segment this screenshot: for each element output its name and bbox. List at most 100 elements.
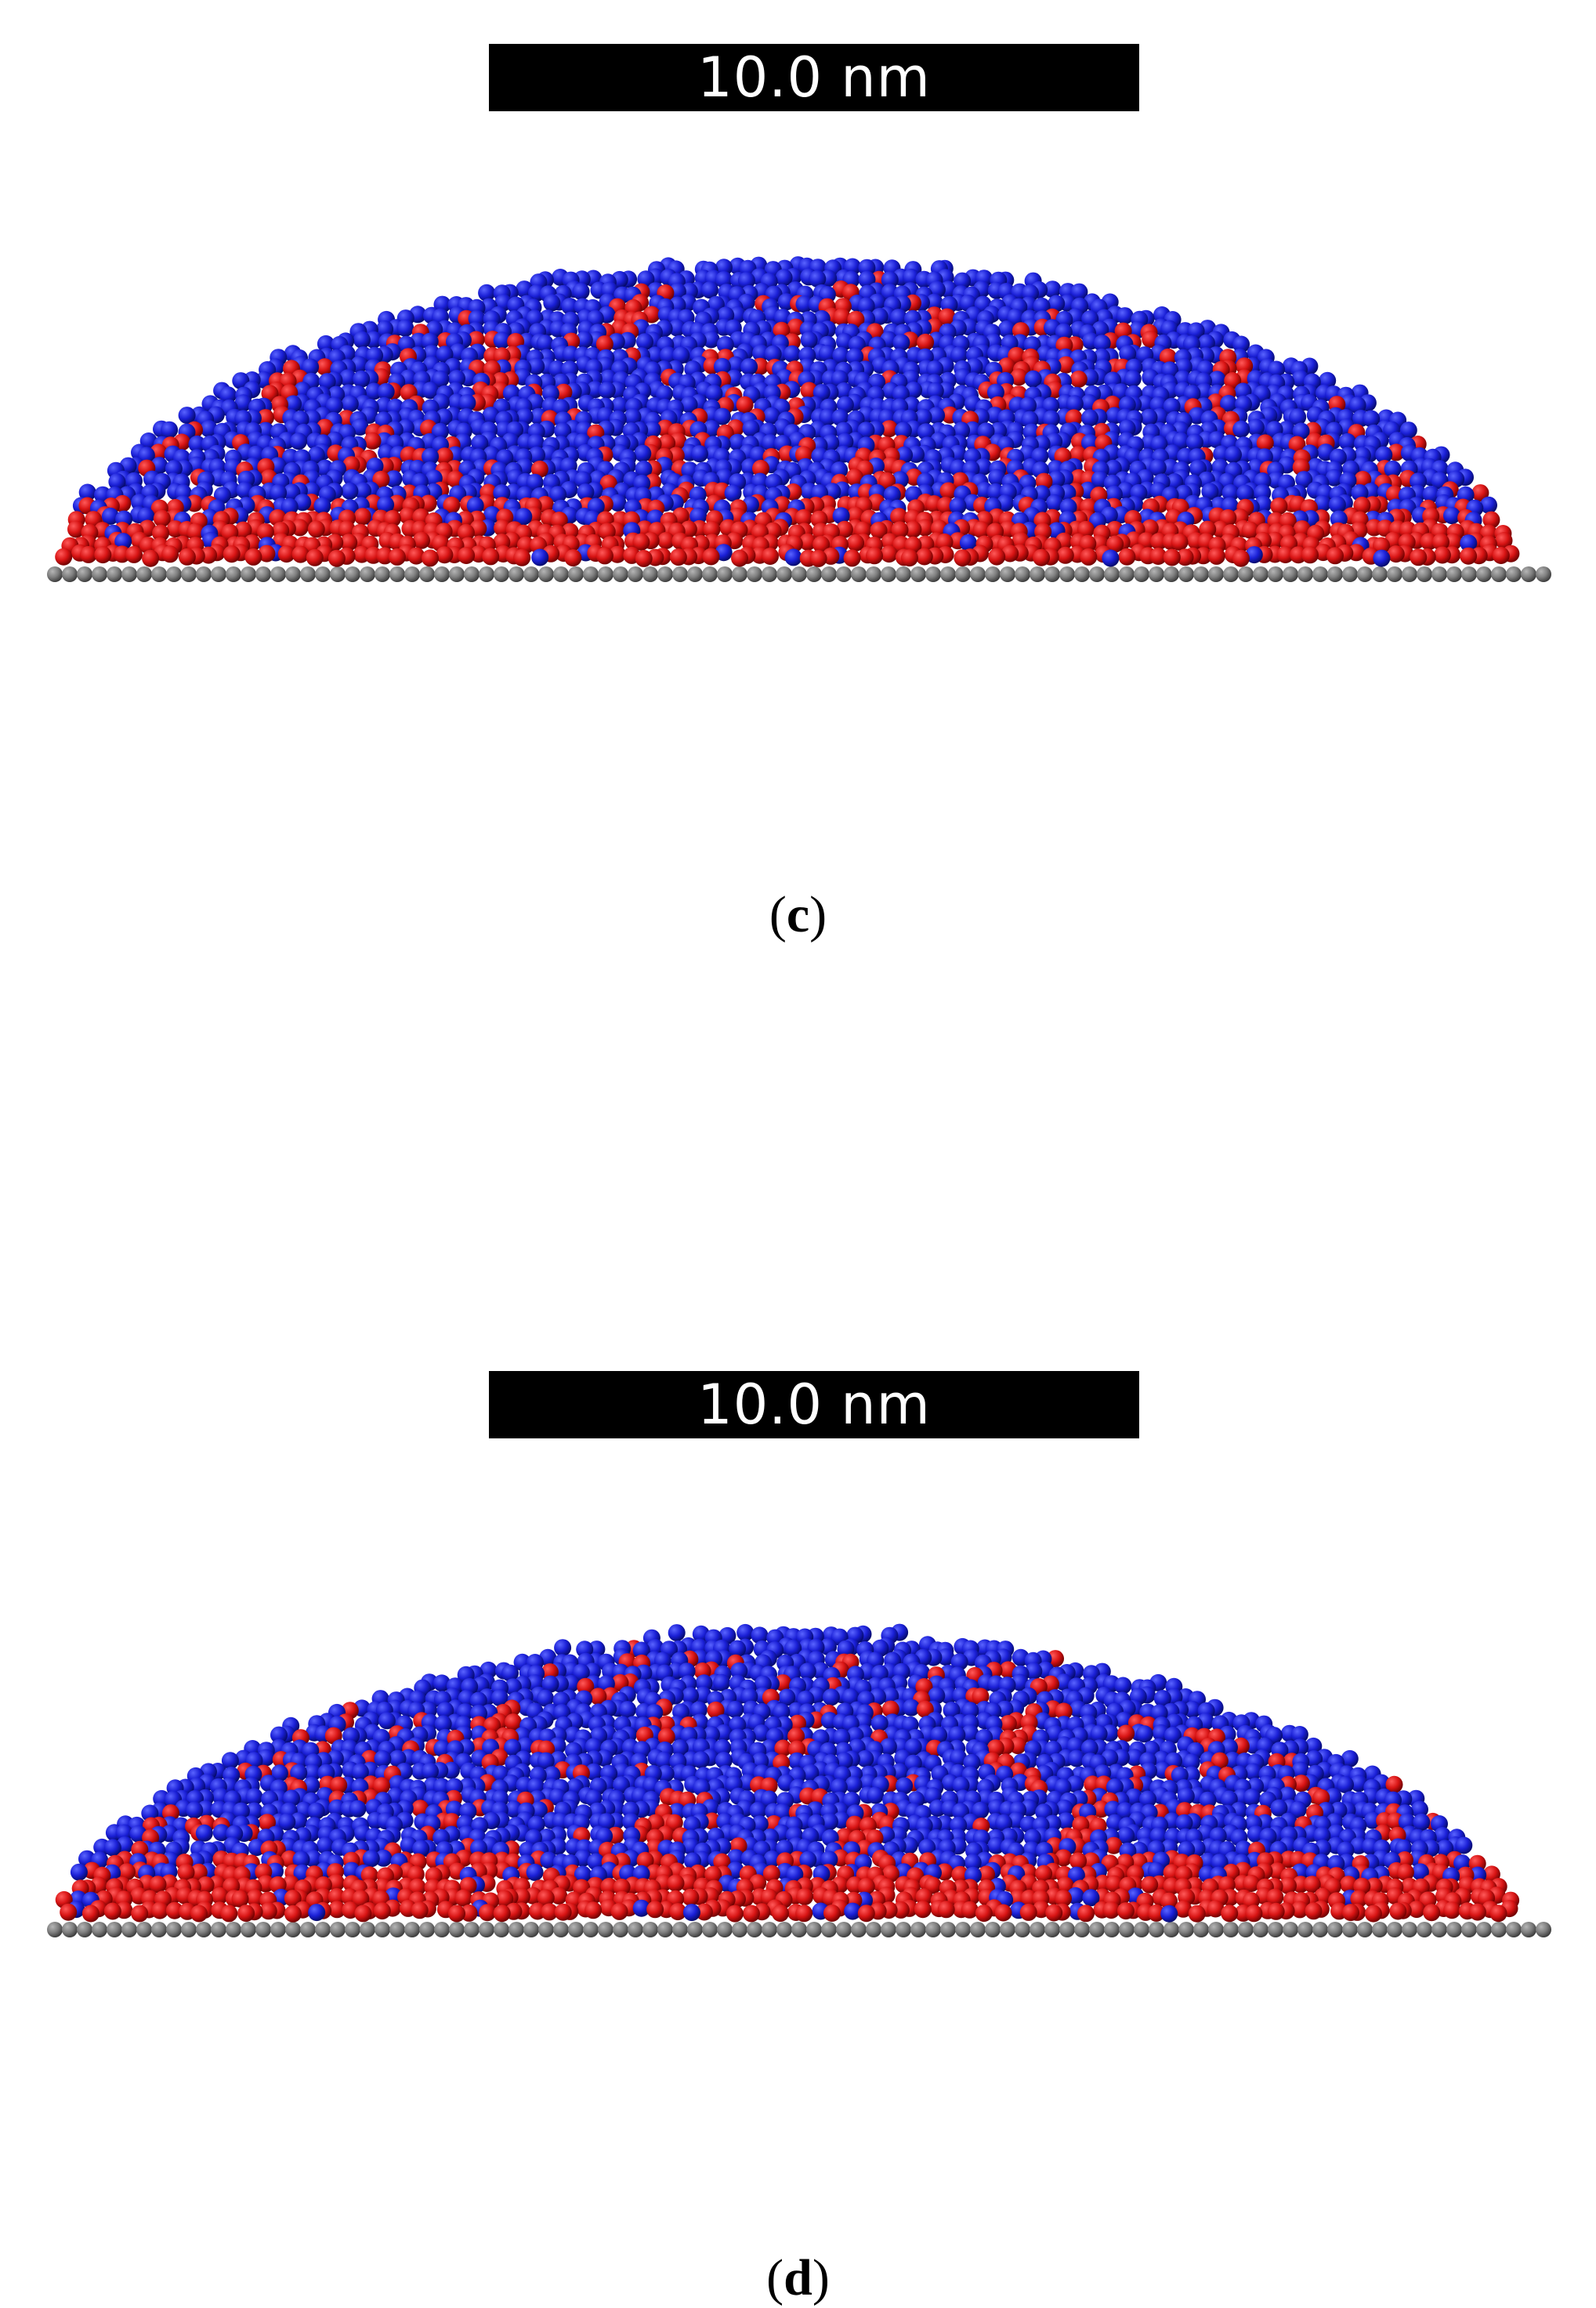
red-particle-icon xyxy=(787,1727,805,1745)
red-particle-icon xyxy=(937,1901,955,1919)
blue-particle-icon xyxy=(690,1701,708,1719)
substrate-atom-icon xyxy=(642,1922,658,1937)
red-particle-icon xyxy=(411,1800,429,1818)
blue-particle-icon xyxy=(613,1776,630,1794)
red-particle-icon xyxy=(600,1877,618,1895)
red-particle-icon xyxy=(1353,497,1371,514)
blue-particle-icon xyxy=(870,1714,888,1732)
substrate-atom-icon xyxy=(1208,566,1224,582)
substrate-atom-icon xyxy=(1268,1922,1283,1937)
substrate-atom-icon xyxy=(970,566,986,582)
blue-particle-icon xyxy=(904,1738,922,1756)
blue-particle-icon xyxy=(536,335,554,353)
substrate-atom-icon xyxy=(1268,566,1283,582)
substrate-atom-icon xyxy=(121,1922,137,1937)
blue-particle-icon xyxy=(883,486,901,504)
substrate-atom-icon xyxy=(330,566,346,582)
substrate-atom-icon xyxy=(776,566,792,582)
blue-particle-icon xyxy=(845,1775,863,1793)
blue-particle-icon xyxy=(1270,1799,1288,1817)
red-particle-icon xyxy=(1211,1752,1229,1770)
blue-particle-icon xyxy=(541,1675,559,1693)
red-particle-icon xyxy=(1389,1902,1407,1920)
substrate-atom-icon xyxy=(970,1922,986,1937)
substrate-atom-icon xyxy=(1342,566,1358,582)
red-particle-icon xyxy=(598,523,616,541)
blue-particle-icon xyxy=(292,1850,310,1868)
substrate-atom-icon xyxy=(479,1922,494,1937)
substrate-atom-icon xyxy=(1193,566,1209,582)
red-particle-icon xyxy=(307,520,325,538)
blue-particle-icon xyxy=(458,394,476,412)
red-particle-icon xyxy=(1236,357,1254,375)
blue-particle-icon xyxy=(572,283,590,300)
substrate-atom-icon xyxy=(166,566,182,582)
red-particle-icon xyxy=(541,1663,559,1681)
red-particle-icon xyxy=(584,1901,603,1919)
red-particle-icon xyxy=(972,521,990,539)
substrate-atom-icon xyxy=(508,1922,524,1937)
blue-particle-icon xyxy=(668,319,686,337)
red-particle-icon xyxy=(595,547,613,565)
red-particle-icon xyxy=(67,520,85,538)
substrate-atom-icon xyxy=(940,566,956,582)
blue-particle-icon xyxy=(349,1800,367,1818)
blue-particle-icon xyxy=(786,1865,804,1883)
blue-particle-icon xyxy=(1224,1751,1241,1769)
red-particle-icon xyxy=(892,1901,910,1919)
blue-particle-icon xyxy=(1221,484,1240,501)
substrate-atom-icon xyxy=(881,566,896,582)
blue-particle-icon xyxy=(928,1687,946,1705)
blue-particle-icon xyxy=(234,394,252,412)
substrate-atom-icon xyxy=(836,1922,852,1937)
red-particle-icon xyxy=(669,1903,687,1921)
red-particle-icon xyxy=(1105,1875,1123,1893)
red-particle-icon xyxy=(1055,1702,1073,1720)
red-particle-icon xyxy=(1077,1905,1095,1923)
blue-particle-icon xyxy=(584,1738,603,1756)
red-particle-icon xyxy=(1245,1905,1263,1923)
blue-particle-icon xyxy=(1480,496,1497,514)
red-particle-icon xyxy=(81,1905,100,1923)
blue-particle-icon xyxy=(587,1853,605,1871)
red-particle-icon xyxy=(857,1905,875,1923)
red-particle-icon xyxy=(726,1905,744,1923)
blue-particle-icon xyxy=(727,356,744,374)
blue-particle-icon xyxy=(161,421,179,439)
blue-particle-icon xyxy=(726,1701,744,1718)
blue-particle-icon xyxy=(303,1764,321,1782)
blue-particle-icon xyxy=(341,395,359,413)
blue-particle-icon xyxy=(1199,1791,1217,1809)
red-particle-icon xyxy=(914,1901,932,1919)
blue-particle-icon xyxy=(307,1802,325,1820)
red-particle-icon xyxy=(999,1715,1017,1732)
blue-particle-icon xyxy=(903,1698,921,1717)
red-particle-icon xyxy=(1365,1877,1383,1895)
blue-particle-icon xyxy=(325,396,343,414)
blue-particle-icon xyxy=(1290,1726,1308,1743)
blue-particle-icon xyxy=(432,1778,451,1796)
blue-particle-icon xyxy=(374,1750,392,1767)
blue-particle-icon xyxy=(715,468,733,487)
substrate-atom-icon xyxy=(1015,1922,1030,1937)
substrate-atom-icon xyxy=(360,1922,375,1937)
substrate-atom-icon xyxy=(1238,566,1254,582)
red-particle-icon xyxy=(399,507,417,525)
red-particle-icon xyxy=(880,545,898,563)
blue-particle-icon xyxy=(195,1824,213,1842)
substrate-atom-icon xyxy=(1506,1922,1522,1937)
blue-particle-icon xyxy=(1149,458,1167,476)
red-particle-icon xyxy=(835,520,853,538)
substrate-atom-icon xyxy=(1536,1922,1551,1937)
substrate-atom-icon xyxy=(910,1922,926,1937)
substrate-atom-icon xyxy=(657,566,673,582)
blue-particle-icon xyxy=(729,1716,747,1734)
red-particle-icon xyxy=(961,1901,979,1919)
blue-particle-icon xyxy=(773,1703,791,1720)
blue-particle-icon xyxy=(422,447,440,465)
blue-particle-icon xyxy=(818,345,836,363)
blue-particle-icon xyxy=(624,408,642,426)
red-particle-icon xyxy=(809,549,827,567)
blue-particle-icon xyxy=(308,1904,326,1922)
substrate-atom-icon xyxy=(523,566,539,582)
